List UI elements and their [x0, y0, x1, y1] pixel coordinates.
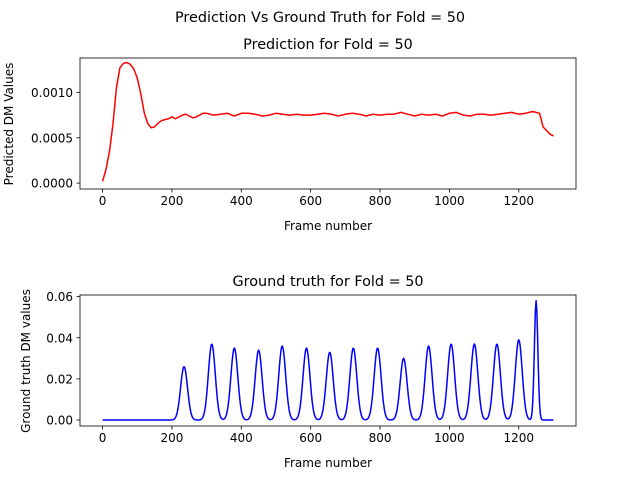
prediction-y-tick-label: 0.0005 — [31, 131, 73, 145]
ground-truth-series-line — [102, 300, 554, 421]
ground-truth-x-tick-label: 1000 — [434, 431, 465, 445]
prediction-x-tick-label: 0 — [99, 194, 107, 208]
prediction-x-tick-label: 1000 — [434, 194, 465, 208]
prediction-x-tick-label: 600 — [299, 194, 322, 208]
ground-truth-y-tick-label: 0.06 — [46, 290, 73, 304]
prediction-series-line — [101, 61, 554, 182]
prediction-x-tick-label: 200 — [160, 194, 183, 208]
prediction-x-ticks: 0 200 400 600 800 1000 1200 — [99, 189, 534, 208]
ground-truth-x-tick-label: 800 — [369, 431, 392, 445]
ground-truth-y-tick-label: 0.02 — [46, 372, 73, 386]
ground-truth-y-tick-label: 0.04 — [46, 331, 73, 345]
prediction-title: Prediction for Fold = 50 — [243, 37, 413, 53]
prediction-x-tick-label: 400 — [230, 194, 253, 208]
prediction-x-axis-label: Frame number — [284, 219, 372, 233]
prediction-y-ticks: 0.0000 0.0005 0.0010 — [31, 86, 80, 191]
prediction-x-tick-label: 1200 — [503, 194, 534, 208]
ground-truth-x-tick-label: 0 — [99, 431, 107, 445]
ground-truth-x-tick-label: 200 — [160, 431, 183, 445]
ground-truth-x-ticks: 0 200 400 600 800 1000 1200 — [99, 426, 534, 445]
prediction-y-axis-label: Predicted DM Values — [2, 63, 16, 186]
prediction-y-tick-label: 0.0010 — [31, 86, 73, 100]
ground-truth-panel: Ground truth for Fold = 50 0 200 400 600 800… — [19, 274, 577, 470]
ground-truth-x-tick-label: 1200 — [503, 431, 534, 445]
prediction-plot-frame — [79, 57, 577, 190]
ground-truth-y-tick-label: 0.00 — [46, 414, 73, 428]
ground-truth-y-axis-label: Ground truth DM values — [19, 289, 33, 433]
ground-truth-title: Ground truth for Fold = 50 — [232, 274, 423, 290]
prediction-x-tick-label: 800 — [369, 194, 392, 208]
ground-truth-x-tick-label: 600 — [299, 431, 322, 445]
prediction-panel: Prediction for Fold = 50 0 200 400 600 800 10… — [2, 37, 577, 233]
ground-truth-y-ticks: 0.00 0.02 0.04 0.06 — [46, 290, 80, 428]
ground-truth-x-tick-label: 400 — [230, 431, 253, 445]
prediction-y-tick-label: 0.0000 — [31, 177, 73, 191]
figure-suptitle: Prediction Vs Ground Truth for Fold = 50 — [175, 10, 465, 26]
ground-truth-x-axis-label: Frame number — [284, 456, 372, 470]
